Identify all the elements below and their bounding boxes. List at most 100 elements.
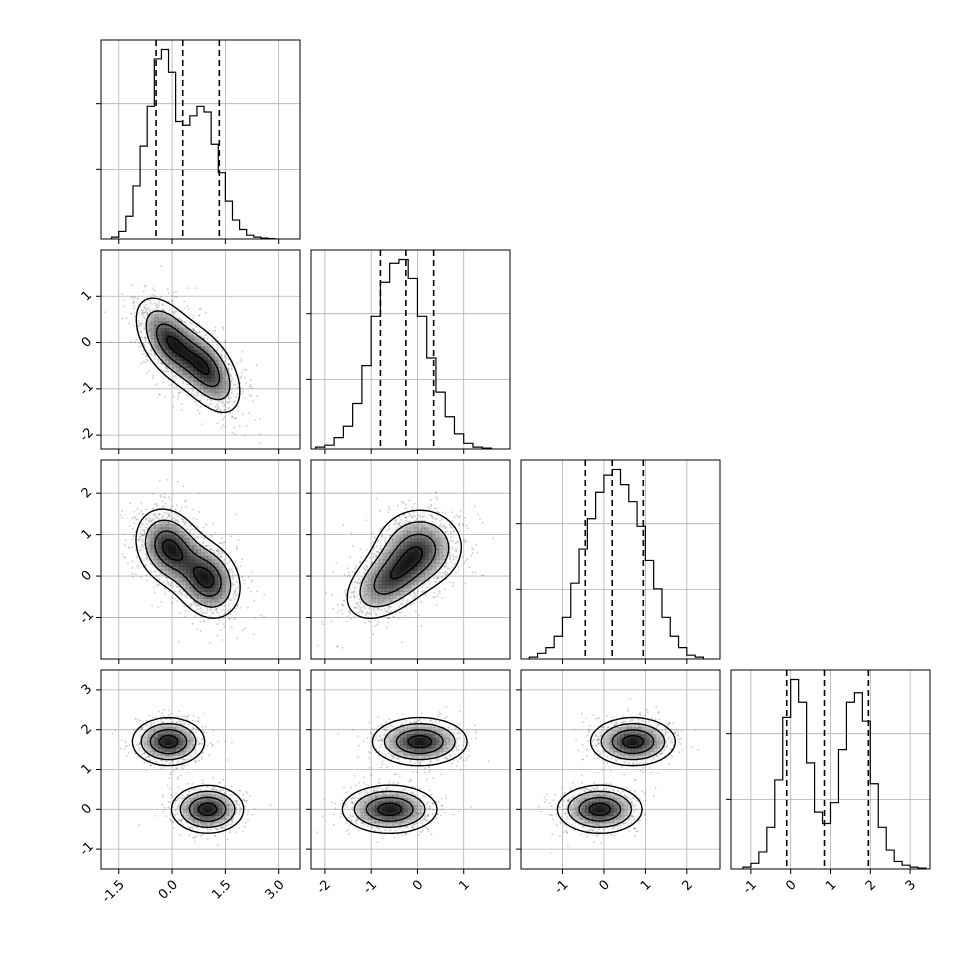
sample-point — [224, 425, 227, 428]
density-cell — [175, 523, 180, 528]
density-cell — [161, 520, 166, 525]
sample-point — [134, 315, 136, 318]
density-cell — [207, 385, 212, 389]
sample-point — [234, 417, 237, 420]
sample-point — [211, 330, 214, 332]
sample-point — [157, 605, 160, 608]
density-cell — [186, 331, 191, 336]
density-cell — [193, 563, 198, 567]
sample-point — [420, 590, 423, 593]
density-cell — [200, 395, 205, 400]
density-cell — [179, 573, 184, 578]
density-cell — [207, 566, 212, 571]
sample-point — [481, 521, 484, 524]
density-cell — [218, 602, 223, 607]
sample-point — [235, 374, 237, 377]
sample-point — [397, 617, 400, 620]
sample-point — [438, 590, 441, 593]
density-cell — [204, 612, 208, 617]
density-cell — [200, 563, 205, 567]
density-cell — [179, 587, 184, 592]
sample-point — [353, 615, 356, 618]
density-cell — [161, 527, 166, 532]
sample-point — [193, 329, 196, 332]
density-cell — [193, 356, 198, 361]
sample-point — [474, 505, 476, 508]
sample-point — [166, 288, 169, 291]
density-cell — [175, 591, 180, 596]
density-cell — [150, 516, 155, 521]
density-cell — [232, 577, 237, 582]
sample-point — [244, 434, 246, 437]
sample-point — [451, 526, 454, 529]
density-cell — [189, 342, 194, 347]
sample-point — [144, 564, 147, 567]
sample-point — [444, 527, 447, 530]
sample-point — [212, 522, 215, 525]
sample-point — [228, 400, 231, 403]
sample-point — [243, 368, 245, 371]
sample-point — [375, 545, 378, 548]
sample-point — [149, 518, 152, 520]
density-cell — [168, 516, 173, 521]
density-cell — [196, 538, 201, 543]
sample-point — [157, 359, 159, 361]
sample-point — [230, 535, 233, 538]
sample-point — [143, 327, 146, 330]
sample-point — [368, 607, 371, 610]
density-cell — [204, 552, 208, 557]
density-cell — [207, 388, 212, 393]
sample-point — [145, 355, 148, 358]
density-cell — [193, 367, 198, 372]
sample-point — [201, 423, 204, 425]
density-cell — [157, 345, 162, 350]
sample-point — [236, 393, 239, 395]
sample-point — [156, 383, 159, 385]
density-cell — [140, 548, 145, 553]
density-cell — [196, 381, 201, 386]
density-cell — [189, 587, 194, 592]
density-cell — [207, 381, 212, 386]
density-cell — [172, 360, 177, 365]
sample-point — [387, 616, 390, 619]
sample-point — [343, 599, 345, 602]
density-cell — [204, 331, 208, 336]
sample-point — [216, 549, 218, 552]
sample-point — [138, 549, 141, 552]
sample-point — [412, 514, 415, 517]
density-cell — [168, 531, 173, 536]
sample-point — [456, 540, 459, 543]
density-cell — [147, 310, 152, 315]
sample-point — [455, 547, 457, 550]
density-cell — [175, 584, 180, 589]
sample-point — [211, 333, 214, 335]
sample-point — [476, 552, 479, 554]
density-cell — [157, 299, 162, 304]
sample-point — [430, 504, 433, 507]
density-cell — [164, 303, 169, 308]
density-cell — [150, 331, 155, 336]
density-cell — [175, 563, 180, 567]
sample-point — [379, 547, 382, 550]
sample-point — [366, 566, 369, 569]
density-cell — [147, 552, 152, 557]
sample-point — [234, 590, 237, 592]
density-cell — [175, 324, 180, 329]
sample-point — [465, 524, 468, 527]
density-cell — [179, 313, 184, 318]
density-cell — [157, 570, 162, 575]
sample-point — [131, 517, 134, 520]
density-cell — [164, 345, 169, 350]
sample-point — [388, 508, 391, 511]
sample-point — [244, 627, 246, 630]
sample-point — [223, 541, 226, 543]
sample-point — [153, 289, 156, 292]
density-cell — [189, 370, 194, 375]
density-cell — [182, 523, 187, 528]
scatter-panel-2-1 — [306, 459, 511, 664]
sample-point — [353, 596, 356, 599]
sample-point — [348, 574, 351, 577]
density-cell — [196, 545, 201, 550]
sample-point — [192, 517, 195, 520]
density-cell — [186, 317, 191, 322]
